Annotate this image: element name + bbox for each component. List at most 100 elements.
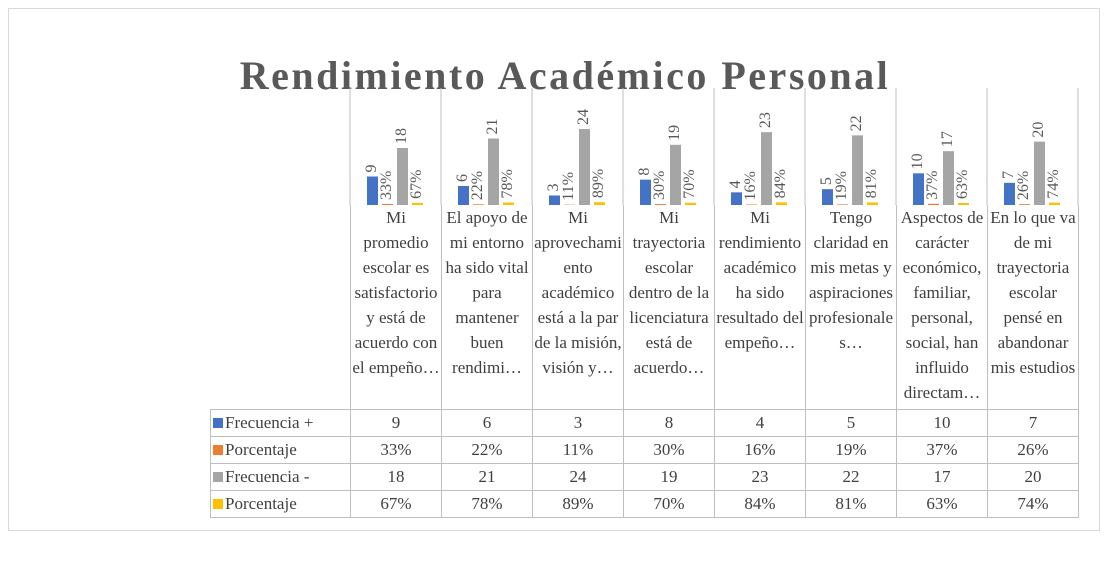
bar [397,148,408,205]
table-cell: 81% [805,490,897,518]
data-label: 67% [408,170,425,199]
table-cell: 5 [805,409,897,437]
legend-key [213,499,223,509]
table-cell: 19 [623,463,715,491]
bar [852,135,863,205]
table-cell: 4 [714,409,806,437]
data-label: 78% [499,169,516,198]
table-cell: 10 [896,409,988,437]
table-cell: 63% [896,490,988,518]
table-cell: 11% [532,436,624,464]
legend-label: Porcentaje [225,440,297,459]
table-row: Porcentaje 67% 78% 89% 70% 84% 81% 63% 74% [210,490,1079,518]
data-table: Mi promedio escolar es satisfactorio y e… [210,205,1079,518]
bar [1049,202,1060,205]
data-label: 74% [1045,169,1062,198]
data-label: 21 [484,119,501,135]
table-cell: 70% [623,490,715,518]
legend-key [213,472,223,482]
legend-cell: Porcentaje [210,436,351,464]
bar [412,202,423,205]
table-cell: 16% [714,436,806,464]
table-row: Frecuencia + 9 6 3 8 4 5 10 7 [210,409,1079,437]
table-cell: 89% [532,490,624,518]
table-cell: 6 [441,409,533,437]
bar [549,195,560,205]
data-label: 70% [681,169,698,198]
data-label: 84% [772,169,789,198]
data-label: 22 [848,115,865,131]
category-row: Mi promedio escolar es satisfactorio y e… [210,205,1079,410]
table-cell: 74% [987,490,1079,518]
bar [943,151,954,205]
table-cell: 8 [623,409,715,437]
bar [655,204,666,205]
x-tick-label: En lo que va de mi trayectoria escolar p… [987,205,1079,410]
table-cell: 17 [896,463,988,491]
x-tick-label: Mi trayectoria escolar dentro de la lice… [623,205,715,410]
data-label: 4 [727,180,744,188]
bar [746,204,757,205]
bar [473,204,484,205]
data-label: 26% [1015,171,1032,200]
table-cell: 23 [714,463,806,491]
bar [958,203,969,205]
bar [579,129,590,205]
bar [928,203,939,205]
legend-label: Frecuencia - [225,467,310,486]
data-label: 22% [469,171,486,200]
data-label: 37% [924,171,941,200]
legend-cell: Porcentaje [210,490,351,518]
data-label: 23 [757,112,774,128]
data-label: 30% [651,171,668,200]
data-label: 6 [454,174,471,182]
legend-key [213,418,223,428]
legend-label: Porcentaje [225,494,297,513]
bar [913,173,924,205]
bar [503,202,514,205]
legend-cell: Frecuencia - [210,463,351,491]
legend-cell: Frecuencia + [210,409,351,437]
x-tick-label: Aspectos de carácter económico, familiar… [896,205,988,410]
table-cell: 30% [623,436,715,464]
table-cell: 20 [987,463,1079,491]
data-label: 19% [833,171,850,200]
data-label: 63% [954,170,971,199]
data-label: 10 [909,153,926,169]
table-cell: 22% [441,436,533,464]
bar [1034,141,1045,205]
table-cell: 21 [441,463,533,491]
bar [670,144,681,205]
data-label: 89% [590,169,607,198]
bar [640,179,651,205]
table-cell: 33% [350,436,442,464]
table-cell: 9 [350,409,442,437]
table-cell: 26% [987,436,1079,464]
data-label: 33% [378,171,395,200]
data-label: 16% [742,171,759,200]
data-label: 19 [666,125,683,141]
table-cell: 84% [714,490,806,518]
table-row: Frecuencia - 18 21 24 19 23 22 17 20 [210,463,1079,491]
table-cell: 37% [896,436,988,464]
table-cell: 7 [987,409,1079,437]
data-label: 81% [863,169,880,198]
bar [594,202,605,205]
bar [822,189,833,205]
table-cell: 22 [805,463,897,491]
bar [776,202,787,205]
bar [837,204,848,205]
table-cell: 67% [350,490,442,518]
bar [731,192,742,205]
bar [382,203,393,205]
table-cell: 3 [532,409,624,437]
table-cell: 24 [532,463,624,491]
legend-key [213,445,223,455]
data-label: 5 [818,177,835,185]
x-tick-label: Mi promedio escolar es satisfactorio y e… [350,205,442,410]
bar [867,202,878,205]
data-label: 17 [939,131,956,147]
x-tick-label: Mi rendimiento académico ha sido resulta… [714,205,806,410]
bar [367,176,378,205]
